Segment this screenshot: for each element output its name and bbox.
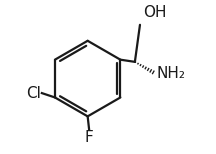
Text: F: F — [85, 130, 94, 145]
Text: Cl: Cl — [26, 86, 41, 101]
Text: OH: OH — [143, 5, 166, 20]
Text: NH₂: NH₂ — [157, 66, 186, 81]
